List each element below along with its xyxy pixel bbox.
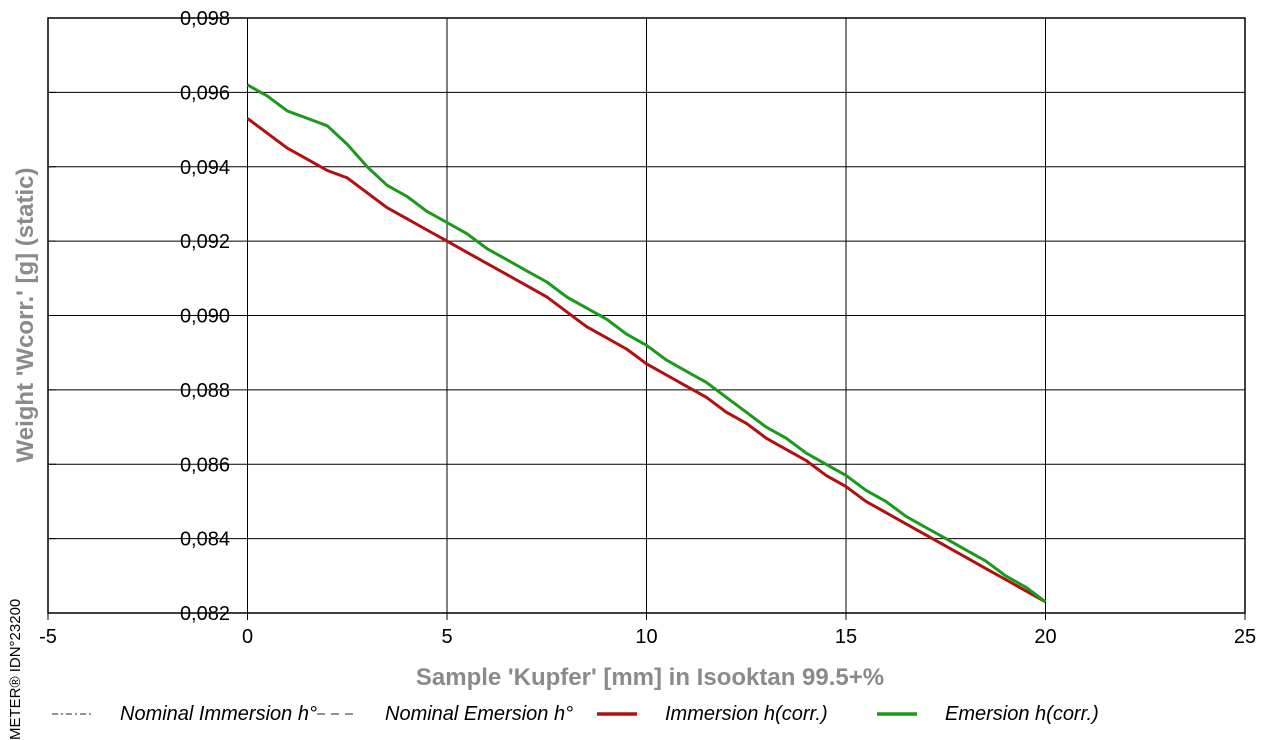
y-axis-title: Weight 'Wcorr.' [g] (static): [12, 168, 39, 463]
y-tick-label: 0,096: [180, 82, 230, 104]
x-tick-label: 0: [242, 626, 253, 648]
y-tick-label: 0,084: [180, 529, 230, 551]
x-tick-label: 25: [1234, 626, 1256, 648]
series-group: [246, 83, 1047, 604]
y-tick-label: 0,088: [180, 380, 230, 402]
y-tick-label: 0,092: [180, 231, 230, 253]
y-tick-label: 0,094: [180, 157, 230, 179]
y-tick-label: 0,098: [180, 8, 230, 30]
legend-label-4: Emersion h(corr.): [945, 703, 1099, 725]
plot-frame: [47, 17, 1246, 614]
x-tick-label: -5: [39, 626, 57, 648]
watermark: METER® IDN°23200: [7, 599, 24, 740]
tick-labels: -5 0 5 10 15 20 25 0,082 0,084 0,086 0,088 0,090 0,0…: [39, 8, 1256, 648]
x-tick-label: 10: [635, 626, 657, 648]
legend-label-3: Immersion h(corr.): [665, 703, 828, 725]
x-tick-label: 20: [1034, 626, 1056, 648]
x-tick-label: 15: [835, 626, 857, 648]
y-tick-label: 0,082: [180, 603, 230, 625]
series-line-4: [246, 83, 1047, 604]
x-tick-label: 5: [441, 626, 452, 648]
legend-label-1: Nominal Immersion h°: [120, 703, 317, 725]
legend-label-2: Nominal Emersion h°: [385, 703, 573, 725]
x-axis-title: Sample 'Kupfer' [mm] in Isooktan 99.5+%: [416, 664, 884, 691]
series-line-3: [246, 117, 1047, 604]
y-tick-label: 0,090: [180, 306, 230, 328]
legend: Nominal Immersion h° Nominal Emersion h° I…: [52, 703, 1099, 725]
y-tick-label: 0,086: [180, 454, 230, 476]
